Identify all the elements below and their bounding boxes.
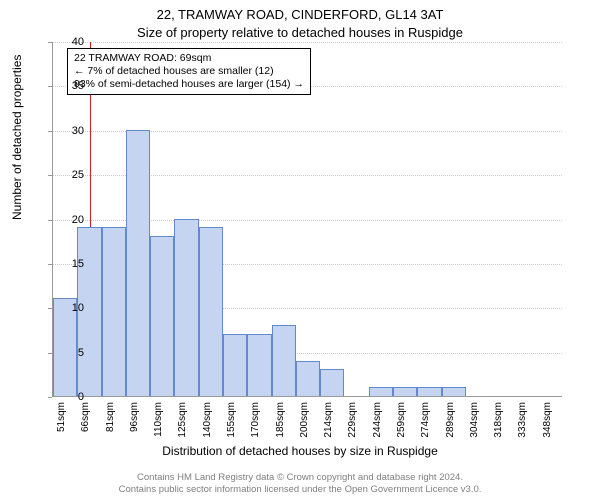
chart-title: 22, TRAMWAY ROAD, CINDERFORD, GL14 3AT xyxy=(0,0,600,24)
attribution-line: Contains HM Land Registry data © Crown c… xyxy=(0,472,600,484)
x-tick-label: 214sqm xyxy=(323,402,334,442)
y-tick-label: 25 xyxy=(54,169,84,181)
y-tick xyxy=(48,308,52,309)
y-tick xyxy=(48,42,52,43)
x-axis-label: Distribution of detached houses by size … xyxy=(0,444,600,458)
callout-line: 22 TRAMWAY ROAD: 69sqm xyxy=(74,52,304,65)
x-tick-label: 348sqm xyxy=(542,402,553,442)
histogram-bar xyxy=(126,130,150,396)
histogram-bar xyxy=(199,227,223,396)
y-tick-label: 30 xyxy=(54,125,84,137)
callout-line: ← 7% of detached houses are smaller (12) xyxy=(74,65,304,78)
histogram-bar xyxy=(223,334,247,396)
x-tick-label: 274sqm xyxy=(420,402,431,442)
y-tick xyxy=(48,264,52,265)
histogram-bar xyxy=(296,361,320,397)
y-tick-label: 5 xyxy=(54,347,84,359)
x-tick-label: 125sqm xyxy=(177,402,188,442)
plot-area: 22 TRAMWAY ROAD: 69sqm ← 7% of detached … xyxy=(52,42,562,397)
x-tick-label: 333sqm xyxy=(517,402,528,442)
y-tick xyxy=(48,131,52,132)
x-tick-label: 229sqm xyxy=(347,402,358,442)
x-tick-label: 155sqm xyxy=(226,402,237,442)
x-tick-label: 96sqm xyxy=(129,402,140,442)
histogram-bar xyxy=(369,387,393,396)
x-tick-label: 244sqm xyxy=(372,402,383,442)
chart-subtitle: Size of property relative to detached ho… xyxy=(0,24,600,42)
x-tick-label: 140sqm xyxy=(202,402,213,442)
histogram-bar xyxy=(320,369,344,396)
attribution: Contains HM Land Registry data © Crown c… xyxy=(0,472,600,496)
y-tick xyxy=(48,353,52,354)
x-tick-label: 66sqm xyxy=(80,402,91,442)
histogram-bar xyxy=(102,227,126,396)
histogram-bar xyxy=(393,387,417,396)
y-tick-label: 40 xyxy=(54,36,84,48)
histogram-bar xyxy=(247,334,271,396)
x-tick-label: 51sqm xyxy=(56,402,67,442)
y-tick xyxy=(48,220,52,221)
y-tick-label: 20 xyxy=(54,214,84,226)
histogram-bar xyxy=(442,387,466,396)
x-tick-label: 110sqm xyxy=(153,402,164,442)
x-tick-label: 170sqm xyxy=(250,402,261,442)
x-tick-label: 318sqm xyxy=(493,402,504,442)
x-tick-label: 200sqm xyxy=(299,402,310,442)
histogram-bar xyxy=(174,219,198,397)
y-tick-label: 10 xyxy=(54,302,84,314)
x-tick-label: 185sqm xyxy=(275,402,286,442)
callout-line: 93% of semi-detached houses are larger (… xyxy=(74,78,304,91)
x-tick-label: 259sqm xyxy=(396,402,407,442)
y-tick xyxy=(48,175,52,176)
histogram-bar xyxy=(417,387,441,396)
callout-box: 22 TRAMWAY ROAD: 69sqm ← 7% of detached … xyxy=(67,48,311,95)
y-tick xyxy=(48,86,52,87)
y-axis-label: Number of detached properties xyxy=(10,55,24,220)
x-tick-label: 81sqm xyxy=(105,402,116,442)
y-tick xyxy=(48,397,52,398)
histogram-bar xyxy=(150,236,174,396)
y-tick-label: 35 xyxy=(54,80,84,92)
gridline xyxy=(53,42,562,43)
y-tick-label: 15 xyxy=(54,258,84,270)
x-tick-label: 304sqm xyxy=(469,402,480,442)
attribution-line: Contains public sector information licen… xyxy=(0,484,600,496)
x-tick-label: 289sqm xyxy=(445,402,456,442)
histogram-bar xyxy=(272,325,296,396)
chart-container: 22, TRAMWAY ROAD, CINDERFORD, GL14 3AT S… xyxy=(0,0,600,500)
